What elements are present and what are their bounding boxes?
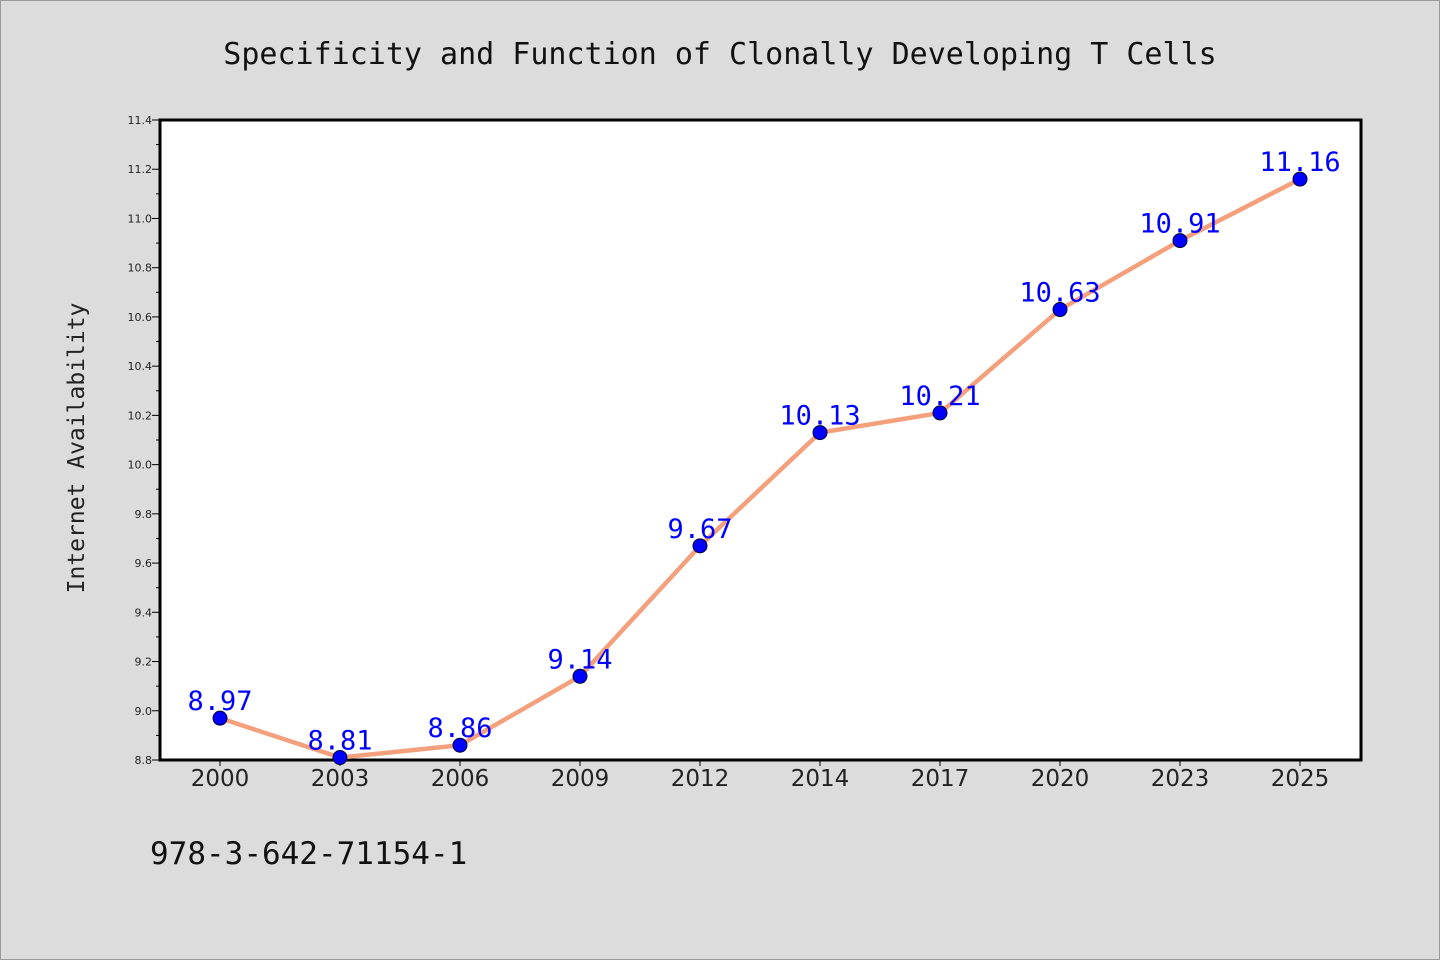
y-tick-label: 9.4 [135, 606, 153, 619]
y-tick-label: 9.2 [135, 656, 153, 669]
y-tick-label: 9.6 [135, 557, 153, 570]
series-line [217, 176, 1303, 760]
x-tick-label: 2017 [911, 766, 970, 792]
x-tick-label: 2006 [431, 766, 490, 792]
data-label: 10.91 [1139, 209, 1220, 240]
x-tick-label: 2023 [1151, 766, 1210, 792]
y-tick-label: 10.8 [128, 262, 153, 275]
y-tick-label: 9.0 [135, 705, 153, 718]
y-tick-label: 10.4 [128, 360, 153, 373]
data-point [452, 737, 468, 753]
y-tick-label: 11.0 [128, 212, 153, 225]
chart-title: Specificity and Function of Clonally Dev… [223, 37, 1216, 72]
y-tick-label: 11.4 [128, 114, 153, 127]
data-point [932, 405, 948, 421]
data-point [572, 668, 588, 684]
data-label: 11.16 [1259, 147, 1340, 178]
data-point [1052, 302, 1068, 318]
data-point [692, 538, 708, 554]
series-group: 8.97 8.81 8.86 9.14 9.67 10.13 10.21 10.63 10.91… [187, 147, 1341, 766]
y-tick-label: 10.6 [128, 311, 153, 324]
x-tick-label: 2012 [671, 766, 730, 792]
y-tick-label: 10.2 [128, 409, 153, 422]
data-point [1172, 233, 1188, 249]
data-label: 9.67 [667, 514, 732, 545]
y-tick-label: 11.2 [128, 163, 153, 176]
data-label: 8.86 [427, 713, 492, 744]
x-tick-label: 2025 [1271, 766, 1330, 792]
x-tick-label: 2000 [191, 766, 250, 792]
x-tick-label: 2003 [311, 766, 370, 792]
data-label: 10.21 [899, 381, 980, 412]
data-point [812, 425, 828, 441]
data-label: 10.63 [1019, 278, 1100, 309]
data-point [1292, 171, 1308, 187]
y-axis-label: Internet Availability [64, 303, 90, 594]
data-label: 9.14 [547, 644, 612, 675]
y-tick-label: 8.8 [135, 754, 153, 767]
y-axis: 8.8 9.0 9.2 9.4 9.6 9.8 10.0 10.2 10.4 10.6 10.8 11… [128, 114, 160, 767]
y-tick-label: 10.0 [128, 459, 153, 472]
x-tick-label: 2014 [791, 766, 850, 792]
plot-area [158, 118, 1363, 762]
x-axis: 2000 2003 2006 2009 2012 2014 2017 2020 2023 2025 [191, 760, 1330, 792]
data-label: 10.13 [779, 401, 860, 432]
data-point [212, 710, 228, 726]
data-label: 8.81 [307, 726, 372, 757]
x-tick-label: 2009 [551, 766, 610, 792]
data-point [332, 750, 348, 766]
footnote-isbn: 978-3-642-71154-1 [150, 836, 467, 872]
x-tick-label: 2020 [1031, 766, 1090, 792]
data-label: 8.97 [187, 686, 252, 717]
y-tick-label: 9.8 [135, 508, 153, 521]
